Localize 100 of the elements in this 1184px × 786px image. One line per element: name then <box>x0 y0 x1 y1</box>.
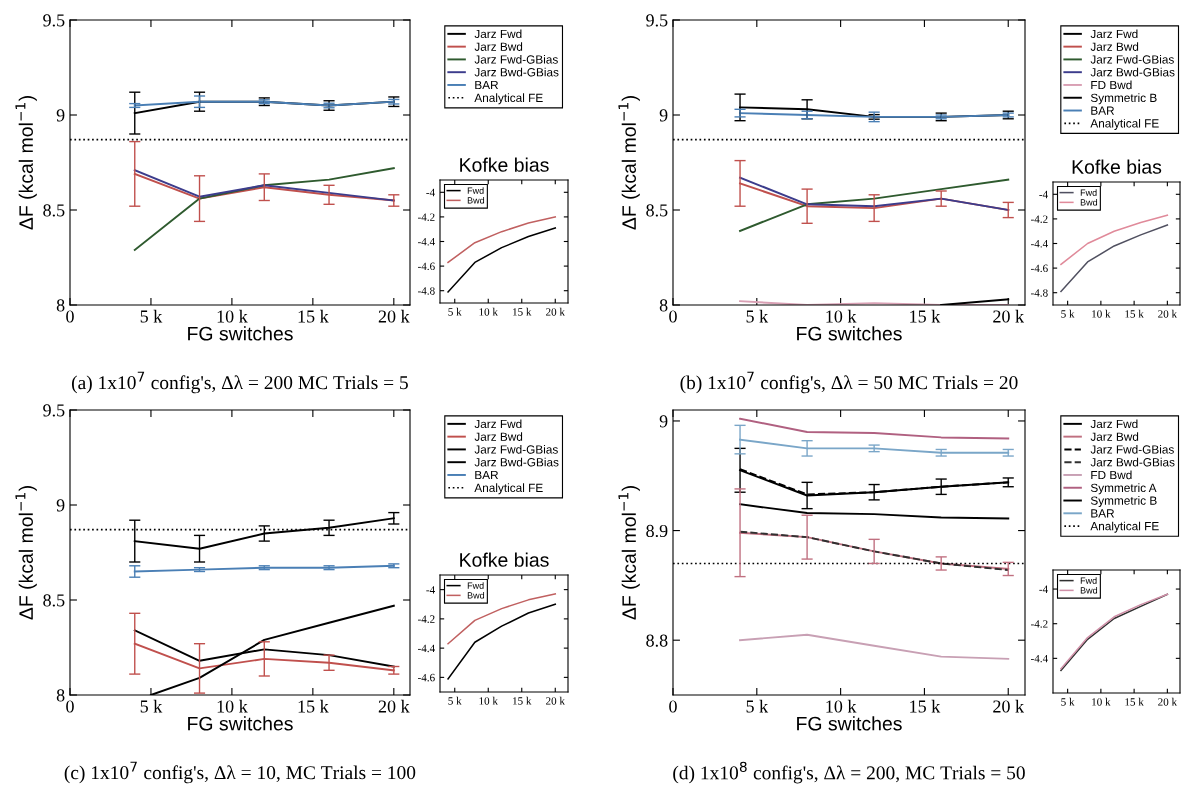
y-tick-label: -4.8 <box>1030 289 1048 297</box>
legend-label: Jarz Bwd <box>474 42 523 51</box>
legend-label: Jarz Fwd-GBias <box>474 445 558 454</box>
y-tick-label: 9 <box>659 415 668 428</box>
legend-label: Jarz Bwd <box>474 432 523 441</box>
y-tick-label: -4.8 <box>417 287 435 295</box>
x-axis-title: FG switches <box>797 326 902 341</box>
x-tick-label: 20 k <box>993 309 1025 323</box>
x-tick-label: 15 k <box>910 309 941 323</box>
y-tick-label: -4.2 <box>1030 215 1048 223</box>
legend-label: Symmetric B <box>1090 496 1157 508</box>
x-tick-label: 15 k <box>910 699 941 713</box>
x-tick-label: 15 k <box>1125 309 1144 318</box>
x-tick-label: 20 k <box>378 309 410 323</box>
x-tick-label: 20 k <box>1158 309 1178 318</box>
legend-label: FD Bwd <box>1091 80 1132 90</box>
x-tick-label: 10 k <box>1092 697 1111 706</box>
legend-label: BAR <box>475 80 499 90</box>
y-tick-label: -4 <box>1039 190 1048 199</box>
y-tick-label: 9 <box>56 499 65 512</box>
legend-label: Analytical FE <box>1090 521 1159 533</box>
y-tick-label: 9.5 <box>43 14 65 27</box>
legend-label: Symmetric A <box>1090 483 1157 495</box>
x-tick-label: 0 <box>669 700 677 713</box>
legend-label: Jarz Fwd-GBias <box>1090 445 1174 454</box>
x-tick-label: 15 k <box>513 696 532 705</box>
y-tick-label: 9 <box>659 109 668 122</box>
x-tick-label: 15 k <box>1125 697 1144 706</box>
x-tick-label: 20 k <box>993 699 1025 713</box>
y-tick-label: -4.2 <box>417 213 435 221</box>
y-tick-label: -4.4 <box>417 238 435 246</box>
y-tick-label: 9.5 <box>646 14 668 27</box>
text: (d) 1x10$^{8}$ config's, Δλ = 200, MC Trials = 50 <box>673 761 1025 784</box>
y-tick-label: 8.9 <box>646 524 668 538</box>
x-tick-label: 20 k <box>378 699 410 713</box>
y-tick-label: 9.5 <box>43 404 65 417</box>
legend-label: Analytical FE <box>474 93 543 105</box>
y-tick-label: 8 <box>56 689 65 702</box>
chart-title: Kofke bias <box>1072 159 1162 174</box>
legend-label: Jarz Fwd-GBias <box>1090 55 1174 64</box>
legend-label: Jarz Fwd <box>474 419 522 429</box>
x-tick-label: 20 k <box>1158 697 1178 706</box>
x-tick-label: 5 k <box>1061 697 1075 706</box>
y-tick-label: 8.5 <box>43 594 65 607</box>
legend-label: Jarz Bwd-GBias <box>474 67 559 77</box>
legend-label: BAR <box>1091 106 1115 115</box>
legend-label: Fwd <box>467 582 484 589</box>
x-tick-label: 5 k <box>746 699 769 713</box>
y-tick-label: 8.5 <box>646 204 668 217</box>
y-tick-label: 8.8 <box>646 634 668 647</box>
legend-label: Fwd <box>1080 577 1097 584</box>
x-tick-label: 5 k <box>1061 309 1075 318</box>
y-tick-label: 8 <box>56 299 65 312</box>
x-tick-label: 10 k <box>217 699 248 713</box>
x-tick-label: 10 k <box>479 307 498 316</box>
x-tick-label: 15 k <box>298 309 329 323</box>
legend-label: Jarz Fwd <box>1090 419 1138 429</box>
legend-label: Analytical FE <box>1090 118 1159 130</box>
x-tick-label: 5 k <box>448 696 462 705</box>
x-tick-label: 10 k <box>826 699 857 713</box>
y-tick-label: -4.4 <box>417 644 435 653</box>
x-tick-label: 15 k <box>298 699 329 713</box>
x-tick-label: 10 k <box>1092 309 1111 318</box>
x-axis-title: FG switches <box>188 716 293 731</box>
x-tick-label: 5 k <box>448 307 462 316</box>
x-tick-label: 15 k <box>513 307 532 316</box>
y-tick-label: -4.6 <box>417 262 435 271</box>
text: (c) 1x10$^{7}$ config's, Δλ = 10, MC Trials = 100 <box>64 761 416 784</box>
x-tick-label: 0 <box>669 310 677 323</box>
legend-label: Jarz Fwd <box>474 29 522 39</box>
chart-title: Kofke bias <box>460 157 549 172</box>
x-axis-title: FG switches <box>797 716 902 731</box>
legend-label: Jarz Bwd <box>1090 432 1139 441</box>
y-tick-label: -4.2 <box>417 615 435 623</box>
legend-label: Symmetric B <box>1090 93 1157 105</box>
y-tick-label: -4 <box>1039 585 1048 593</box>
x-tick-label: 20 k <box>546 307 565 316</box>
y-tick-label: 9 <box>56 109 65 122</box>
legend-label: Jarz Bwd-GBias <box>1090 457 1175 467</box>
y-axis-title: ΔF (kcal mol$^{−1}$) <box>15 486 37 620</box>
y-tick-label: -4 <box>426 188 435 197</box>
x-tick-label: 0 <box>66 310 74 323</box>
y-axis-title: ΔF (kcal mol$^{−1}$) <box>618 96 640 230</box>
x-tick-label: 5 k <box>140 309 163 323</box>
legend-label: Fwd <box>467 187 484 194</box>
x-tick-label: 10 k <box>217 309 248 323</box>
legend-label: Jarz Bwd-GBias <box>1090 67 1175 77</box>
legend-label: Bwd <box>467 591 485 599</box>
y-tick-label: 8 <box>659 299 668 312</box>
text: (a) 1x10$^{7}$ config's, Δλ = 200 MC Trials = 5 <box>71 371 408 394</box>
legend-label: Bwd <box>1080 586 1098 594</box>
x-tick-label: 0 <box>66 700 74 713</box>
text: (b) 1x10$^{7}$ config's, Δλ = 50 MC Trials = 20 <box>680 371 1018 394</box>
legend-label: Fwd <box>1080 189 1097 196</box>
y-tick-label: -4 <box>426 586 435 594</box>
legend-label: Jarz Fwd <box>1090 29 1138 39</box>
x-axis-title: FG switches <box>188 326 293 341</box>
legend-label: Jarz Bwd <box>1090 42 1139 51</box>
y-tick-label: -4.6 <box>417 673 435 682</box>
y-axis-title: ΔF (kcal mol$^{−1}$) <box>618 486 640 620</box>
